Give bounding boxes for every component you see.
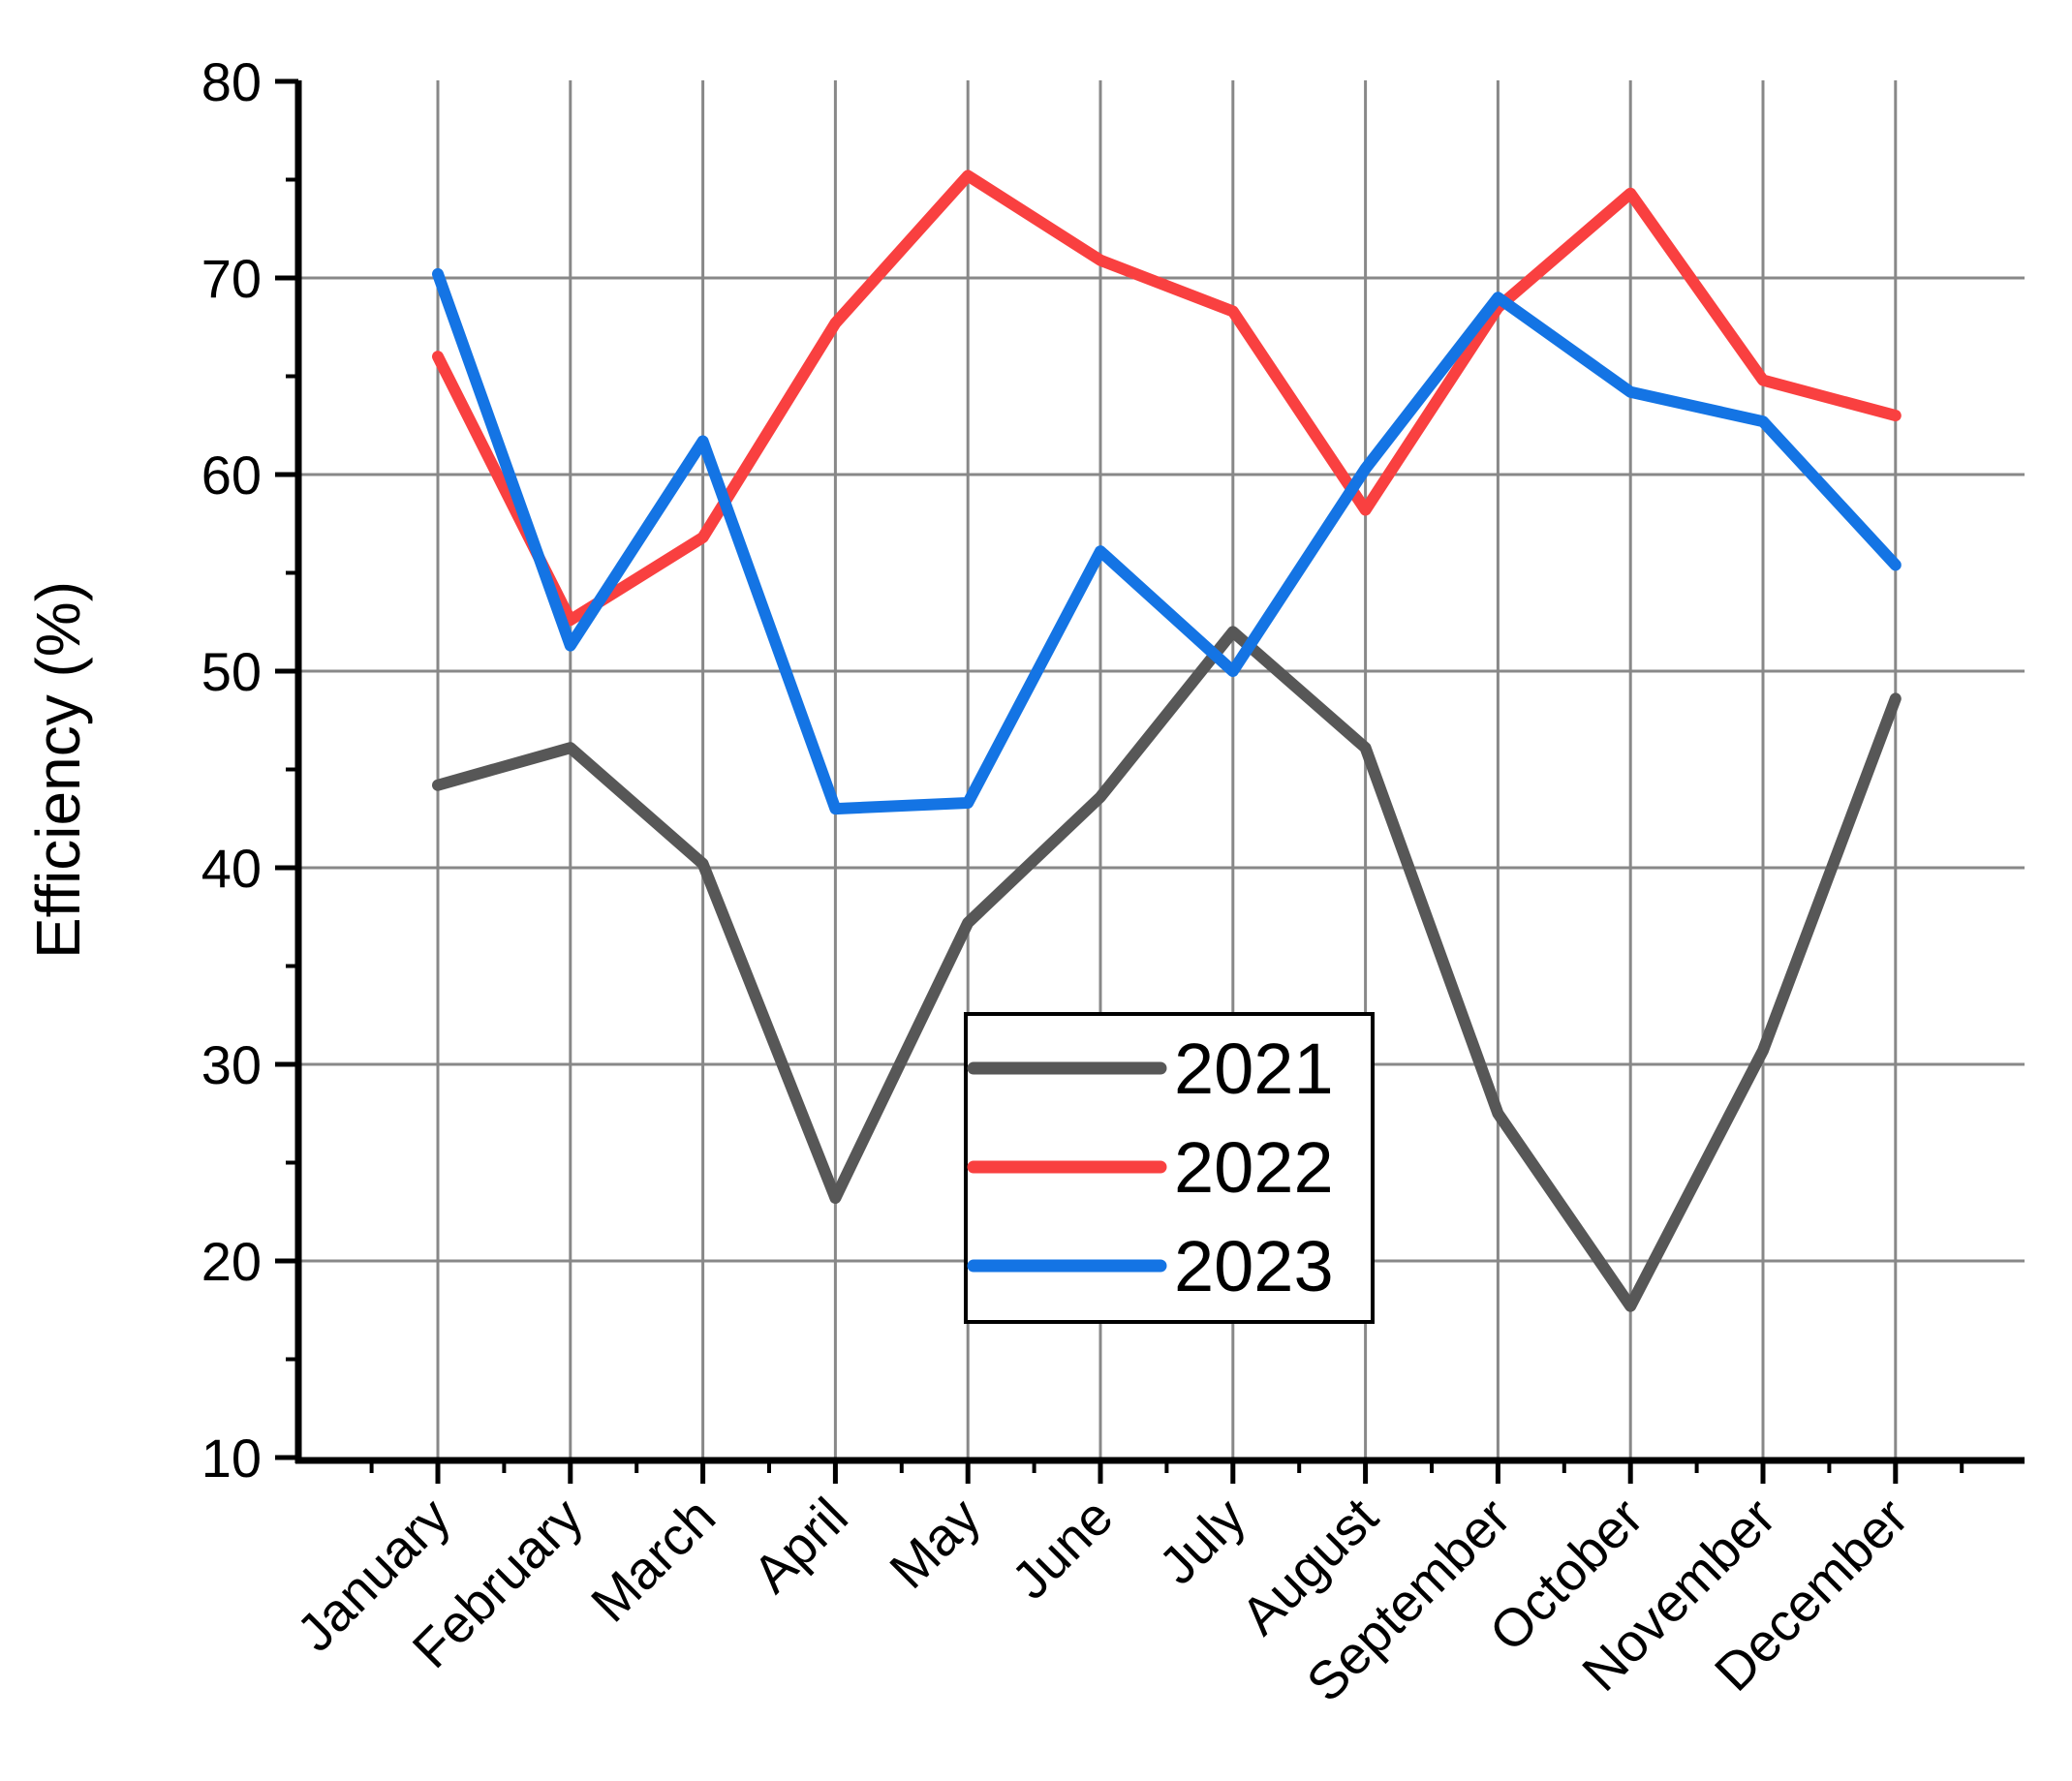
x-tick-label-april: April: [741, 1487, 859, 1605]
y-tick-label: 50: [201, 641, 262, 702]
legend-label-2022: 2022: [1174, 1127, 1334, 1208]
series-lines: [432, 169, 1902, 1312]
y-tick-label: 10: [201, 1428, 262, 1489]
x-tick-label-march: March: [579, 1487, 727, 1634]
legend-label-2023: 2023: [1174, 1226, 1334, 1306]
y-tick-label: 60: [201, 445, 262, 506]
legend-label-2021: 2021: [1174, 1029, 1334, 1109]
series-line-2021: [432, 626, 1902, 1312]
x-tick-label-june: June: [1000, 1487, 1124, 1611]
y-tick-label: 30: [201, 1034, 262, 1095]
x-tick-label-july: July: [1147, 1486, 1256, 1595]
y-tick-label: 70: [201, 248, 262, 309]
y-axis-title: Efficiency (%): [23, 581, 93, 959]
series-line-2023: [432, 267, 1902, 815]
x-tick-label-may: May: [878, 1486, 992, 1600]
y-tick-label: 20: [201, 1231, 262, 1292]
y-tick-label: 40: [201, 838, 262, 899]
legend: 2021 2022 2023: [964, 1012, 1375, 1324]
series-line-2022: [432, 169, 1902, 627]
axes: [275, 78, 2025, 1484]
y-tick-label: 80: [201, 51, 262, 112]
